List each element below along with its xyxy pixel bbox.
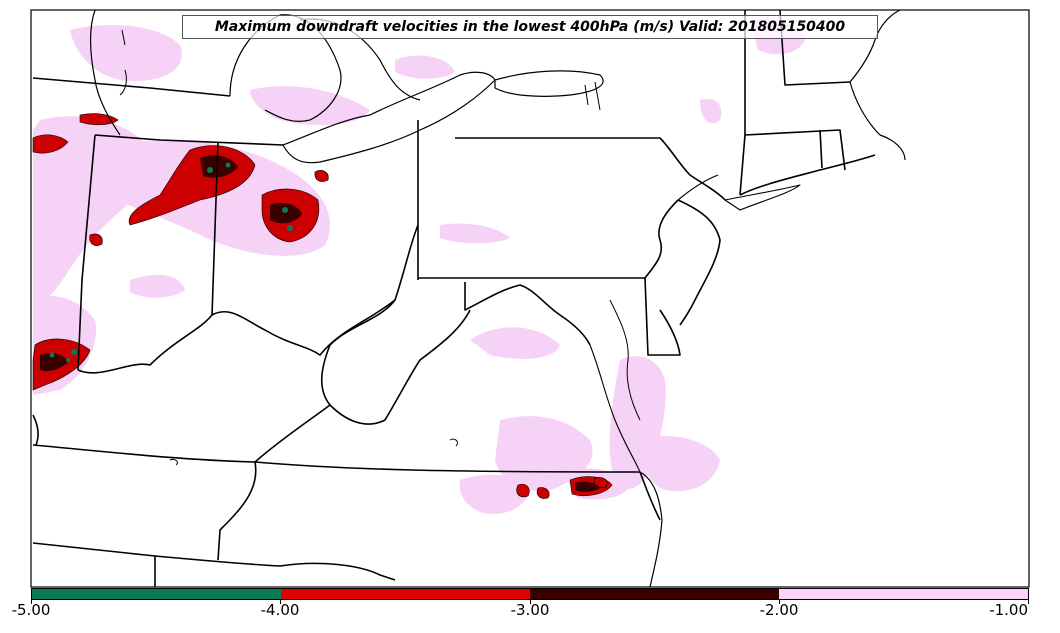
colorbar-tick: [31, 600, 32, 604]
colorbar-segment: [530, 589, 779, 599]
map-title: Maximum downdraft velocities in the lowe…: [182, 15, 878, 39]
colorbar-tick-label: -4.00: [260, 601, 300, 619]
strong-downdraft-areas: [40, 155, 600, 493]
colorbar: [31, 588, 1029, 600]
colorbar-tick-label: -2.00: [759, 601, 799, 619]
inland-lakes: [119, 29, 601, 466]
colorbar-segment: [779, 589, 1028, 599]
colorbar-tick: [280, 600, 281, 604]
colorbar-segment: [281, 589, 530, 599]
colorbar-tick-label: -3.00: [510, 601, 550, 619]
map-frame: [30, 9, 1030, 588]
colorbar-tick-label: -5.00: [11, 601, 51, 619]
colorbar-segment: [32, 589, 281, 599]
colorbar-tick: [1028, 600, 1029, 604]
political-boundaries: [32, 9, 906, 588]
extreme-downdraft-areas: [49, 162, 293, 362]
colorbar-tick: [530, 600, 531, 604]
colorbar-tick: [779, 600, 780, 604]
weak-downdraft-areas: [33, 18, 805, 514]
colorbar-tick-label: -1.00: [989, 601, 1028, 619]
